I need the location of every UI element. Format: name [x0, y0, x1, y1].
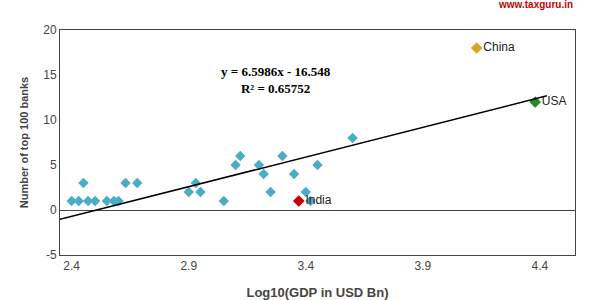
svg-text:3.4: 3.4	[297, 259, 314, 273]
svg-text:20: 20	[43, 23, 57, 37]
svg-text:www.taxguru.in: www.taxguru.in	[498, 0, 573, 10]
svg-text:10: 10	[43, 113, 57, 127]
svg-text:-5: -5	[46, 248, 57, 262]
svg-text:4.4: 4.4	[532, 259, 549, 273]
svg-text:USA: USA	[542, 94, 567, 108]
svg-text:China: China	[483, 40, 515, 54]
svg-text:y = 6.5986x - 16.548R² = 0.657: y = 6.5986x - 16.548R² = 0.65752	[221, 64, 331, 96]
svg-text:2.4: 2.4	[63, 259, 80, 273]
svg-text:Log10(GDP in USD Bn): Log10(GDP in USD Bn)	[246, 285, 388, 300]
svg-text:Number of top 100 banks: Number of top 100 banks	[18, 77, 30, 208]
svg-text:15: 15	[43, 68, 57, 82]
svg-text:3.9: 3.9	[414, 259, 431, 273]
svg-text:2.9: 2.9	[180, 259, 197, 273]
svg-text:5: 5	[50, 158, 57, 172]
svg-text:0: 0	[50, 203, 57, 217]
svg-text:India: India	[305, 193, 331, 207]
